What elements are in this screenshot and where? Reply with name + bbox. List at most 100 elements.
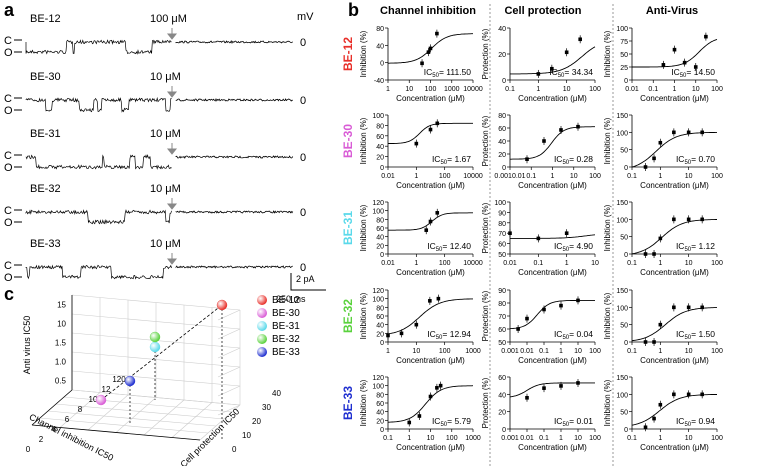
ic50-text-part: 50 — [684, 160, 691, 166]
channel-trace-before — [25, 39, 172, 55]
x-tick-label: 10 — [692, 86, 700, 93]
x-axis-label: Concentration (μM) — [518, 94, 587, 103]
unit-mv-label: mV — [297, 11, 314, 23]
y-axis-label: Protection (%) — [481, 202, 490, 253]
grid-line — [71, 351, 241, 368]
data-point — [700, 392, 704, 397]
x-axis-label: Concentration (μM) — [640, 443, 709, 452]
x-tick-label: 0.001 — [501, 435, 519, 442]
ic50-text-part: = 4.90 — [569, 241, 593, 251]
y-tick-label: 150 — [616, 288, 628, 295]
y-tick-label: 20 — [376, 155, 384, 162]
x-tick-label: 1 — [407, 435, 411, 442]
x-tick-label: 1 — [559, 348, 563, 355]
trace-name-label: BE-12 — [30, 13, 61, 25]
y-axis-title: Cell protection IC50 — [178, 406, 241, 466]
y-tick-label: 40 — [376, 43, 384, 50]
data-point — [643, 340, 648, 344]
ic50-text-part: IC — [676, 241, 685, 251]
y-axis-label: Inhibition (%) — [603, 204, 612, 251]
dose-response-plot: -40 0 40 80 1 10 100 1000 10000 Inhibition (%) Con… — [359, 26, 483, 103]
data-point — [652, 416, 656, 421]
y-tick-label: 0 — [380, 340, 384, 347]
y-axis-label: Inhibition (%) — [359, 204, 368, 251]
x-tick-label: 100 — [589, 86, 601, 93]
x-tick-label: 8 — [78, 405, 83, 414]
state-open-label: O — [4, 162, 13, 174]
y-tick-label: 60 — [498, 242, 506, 249]
ic50-text-part: = 0.70 — [691, 154, 715, 164]
compound-row-label: BE-12 — [341, 37, 355, 71]
x-tick-label: 0.1 — [505, 86, 515, 93]
x-axis-label: Concentration (μM) — [518, 268, 587, 277]
y-tick-label: 20 — [498, 152, 506, 159]
ic50-label: IC50= 34.34 — [549, 67, 593, 79]
x-axis-label: Concentration (μM) — [518, 356, 587, 365]
legend-label: BE-30 — [272, 308, 300, 319]
data-point — [686, 130, 691, 135]
x-tick-label: 10 — [591, 260, 599, 267]
trace-dose-label: 100 μM — [150, 13, 187, 25]
legend-label: BE-31 — [272, 321, 300, 332]
y-axis-label: Inhibition (%) — [603, 292, 612, 339]
data-point — [516, 327, 520, 331]
y-tick-label: 100 — [616, 217, 628, 224]
grid-line — [217, 309, 241, 321]
y-tick-label: 80 — [376, 305, 384, 312]
x-tick-label: 10 — [405, 86, 413, 93]
y-tick-label: 10 — [242, 431, 251, 440]
ic50-text-part: = 1.12 — [691, 241, 715, 251]
compound-row-label: BE-31 — [341, 211, 355, 245]
trace-name-label: BE-33 — [30, 238, 61, 250]
x-axis-label: Concentration (μM) — [396, 94, 465, 103]
grid-line — [217, 347, 241, 359]
y-tick-label: 20 — [376, 331, 384, 338]
data-sphere — [124, 375, 136, 387]
data-sphere — [95, 394, 107, 406]
y-tick-label: 100 — [372, 113, 384, 120]
addition-arrow-icon — [166, 28, 178, 40]
x-tick-label: 1 — [673, 86, 677, 93]
x-tick-label: 0.1 — [539, 435, 549, 442]
y-tick-label: 40 — [272, 389, 281, 398]
y-tick-label: 120 — [372, 375, 384, 382]
x-tick-label: 0.1 — [526, 173, 536, 180]
data-point — [559, 384, 563, 388]
x-tick-label: 100 — [589, 435, 601, 442]
x-tick-label: 100 — [711, 435, 723, 442]
x-tick-label: 100 — [589, 173, 601, 180]
data-point — [672, 392, 676, 397]
fit-curve — [509, 299, 595, 330]
data-point — [564, 231, 569, 235]
data-point — [436, 296, 441, 301]
x-tick-label: 0.1 — [627, 348, 637, 355]
ic50-label: IC50= 5.79 — [432, 416, 471, 428]
y-tick-label: 150 — [616, 200, 628, 207]
data-point — [407, 420, 412, 425]
ic50-text-part: = 1.67 — [447, 154, 471, 164]
x-tick-label: 10000 — [463, 260, 483, 267]
zero-mv-label: 0 — [300, 95, 306, 107]
data-point — [559, 303, 563, 308]
y-tick-label: 50 — [620, 410, 628, 417]
state-closed-label: C — [4, 35, 12, 47]
data-point — [652, 340, 656, 344]
y-tick-label: 0 — [232, 445, 237, 454]
x-tick-label: 1 — [536, 86, 540, 93]
x-tick-label: 0.1 — [627, 173, 637, 180]
y-tick-label: 40 — [498, 26, 506, 33]
x-axis — [31, 389, 73, 426]
y-axis-label: Inhibition (%) — [359, 292, 368, 339]
y-tick-label: 75 — [620, 39, 628, 46]
x-tick-label: 10 — [574, 435, 582, 442]
y-tick-label: 100 — [616, 130, 628, 137]
panel-label-c: c — [4, 284, 14, 304]
data-point — [525, 396, 529, 400]
data-point — [564, 50, 569, 55]
addition-arrow-icon — [166, 253, 178, 265]
grid-line — [71, 313, 241, 330]
legend-label: BE-33 — [272, 347, 300, 358]
data-point — [428, 46, 433, 51]
